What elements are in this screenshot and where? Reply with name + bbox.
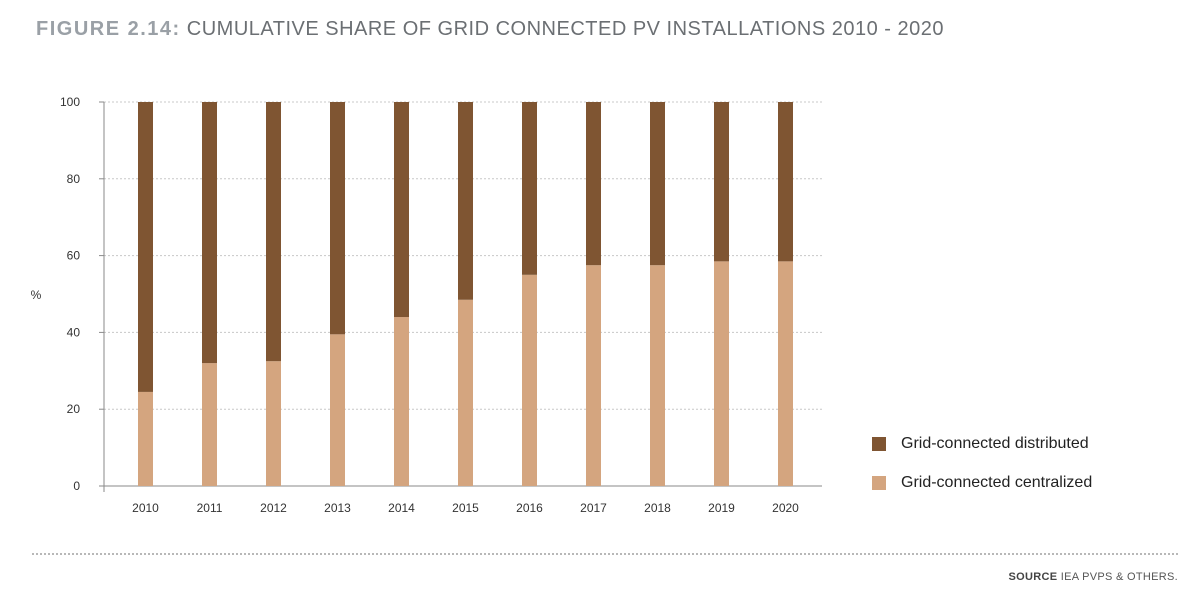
bar-distributed-2015 — [458, 102, 473, 300]
footer-divider — [32, 553, 1178, 555]
source-label: SOURCE — [1008, 571, 1058, 583]
bar-distributed-2010 — [138, 102, 153, 392]
legend-label-centralized: Grid-connected centralized — [901, 473, 1093, 491]
figure-label: FIGURE 2.14: — [36, 18, 181, 40]
y-tick-label: 40 — [67, 325, 81, 339]
y-tick-label: 60 — [67, 249, 81, 263]
legend-item-centralized: Grid-connected centralized — [872, 463, 1092, 502]
figure-title: CUMULATIVE SHARE OF GRID CONNECTED PV IN… — [186, 18, 944, 40]
bar-centralized-2012 — [266, 361, 281, 486]
y-tick-label: 0 — [73, 479, 80, 493]
y-tick-label: 20 — [67, 402, 81, 416]
legend-swatch-centralized — [872, 475, 886, 490]
x-tick-label: 2013 — [324, 501, 351, 515]
source-note: SOURCE IEA PVPS & OTHERS. — [1008, 571, 1178, 583]
x-tick-label: 2011 — [197, 501, 223, 515]
legend-item-distributed: Grid-connected distributed — [872, 424, 1092, 463]
x-tick-label: 2015 — [452, 501, 479, 515]
bar-centralized-2013 — [330, 334, 345, 486]
y-tick-label: 80 — [67, 172, 81, 186]
chart-title: FIGURE 2.14: CUMULATIVE SHARE OF GRID CO… — [36, 18, 944, 41]
legend: Grid-connected distributed Grid-connecte… — [872, 424, 1092, 502]
bar-centralized-2016 — [522, 274, 537, 486]
bar-distributed-2017 — [586, 102, 601, 266]
x-tick-label: 2017 — [580, 501, 607, 515]
bar-centralized-2014 — [394, 317, 409, 486]
x-tick-label: 2019 — [708, 501, 735, 515]
bar-distributed-2013 — [330, 102, 345, 335]
legend-swatch-distributed — [872, 436, 886, 451]
x-tick-label: 2010 — [132, 501, 159, 515]
legend-label-distributed: Grid-connected distributed — [901, 434, 1089, 452]
x-tick-label: 2020 — [772, 501, 799, 515]
bar-distributed-2019 — [714, 102, 729, 262]
bar-centralized-2019 — [714, 261, 729, 486]
x-tick-label: 2018 — [644, 501, 671, 515]
bar-centralized-2015 — [458, 299, 473, 486]
bar-distributed-2012 — [266, 102, 281, 362]
bar-distributed-2020 — [778, 102, 793, 262]
bar-distributed-2014 — [394, 102, 409, 318]
bar-distributed-2016 — [522, 102, 537, 275]
bar-centralized-2017 — [586, 265, 601, 486]
bar-centralized-2010 — [138, 391, 153, 486]
x-tick-label: 2014 — [388, 501, 415, 515]
x-tick-label: 2012 — [260, 501, 287, 515]
bar-centralized-2018 — [650, 265, 665, 486]
bar-distributed-2018 — [650, 102, 665, 266]
y-tick-label: 100 — [60, 95, 80, 109]
bar-distributed-2011 — [202, 102, 217, 364]
source-text: IEA PVPS & OTHERS. — [1060, 571, 1178, 583]
y-axis-label: % — [31, 288, 42, 302]
bar-centralized-2011 — [202, 363, 217, 486]
x-tick-label: 2016 — [516, 501, 543, 515]
bar-centralized-2020 — [778, 261, 793, 486]
